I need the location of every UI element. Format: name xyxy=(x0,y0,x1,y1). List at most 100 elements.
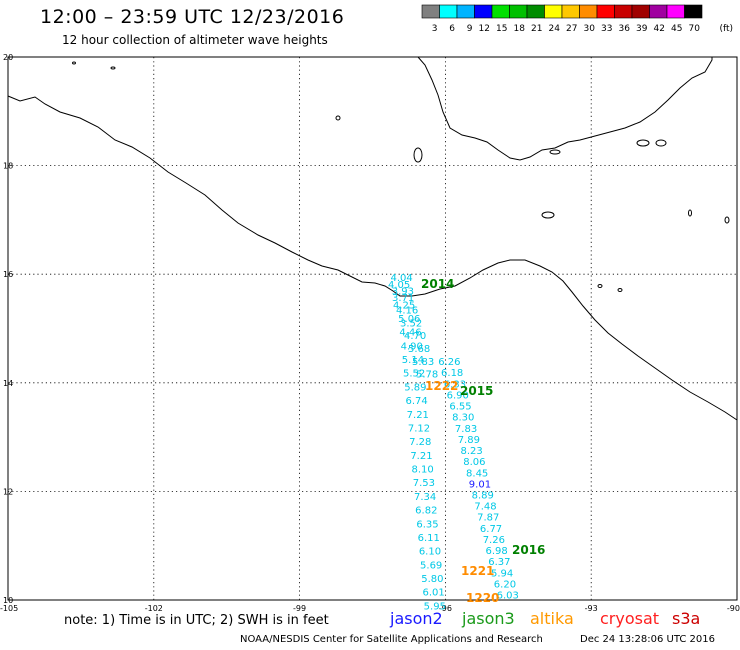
lon-tick-label: -105 xyxy=(0,604,18,613)
lat-tick-label: 14 xyxy=(3,379,13,388)
footer-date: Dec 24 13:28:06 UTC 2016 xyxy=(580,634,715,645)
swh-value: 6.77 xyxy=(480,524,502,535)
swh-value: 6.55 xyxy=(449,402,471,413)
swh-value: 7.89 xyxy=(458,435,480,446)
swh-value: 6.11 xyxy=(418,533,440,544)
swh-value: 5.68 xyxy=(408,344,430,355)
island xyxy=(724,216,730,224)
legend-unit: (ft) xyxy=(719,24,733,34)
swh-value: 9.01 xyxy=(469,479,491,490)
legend-label: 36 xyxy=(619,24,631,34)
legend-label: 15 xyxy=(496,24,507,34)
swh-value: 6.74 xyxy=(405,396,427,407)
swh-value: 7.83 xyxy=(455,424,477,435)
legend-label: 12 xyxy=(479,24,490,34)
page-title: 12:00 – 23:59 UTC 12/23/2016 xyxy=(40,6,345,28)
legend-label: 39 xyxy=(636,24,648,34)
lat-tick-label: 20 xyxy=(3,53,13,62)
island xyxy=(617,288,623,292)
swh-value: 8.10 xyxy=(412,465,434,476)
island xyxy=(636,139,650,147)
color-legend: 3 6 9 12 15 18 21 24 27 30 33 36 39 42 45 70 (ft) xyxy=(421,4,733,34)
swh-value: 6.33 xyxy=(444,379,466,390)
lat-tick-label: 16 xyxy=(3,270,13,279)
swh-value: 6.37 xyxy=(488,557,510,568)
swh-value: 6.90 xyxy=(447,390,469,401)
lon-tick-label: -93 xyxy=(585,604,598,613)
coastline xyxy=(7,95,738,421)
island xyxy=(72,61,76,65)
swh-value: 4.05 xyxy=(388,280,410,291)
legend-label: 18 xyxy=(514,24,526,34)
island xyxy=(335,115,341,121)
lat-tick-label: 18 xyxy=(3,162,13,171)
legend-label: 24 xyxy=(549,24,561,34)
island xyxy=(413,147,423,163)
time-label: 2015 xyxy=(460,384,493,398)
time-label: 2014 xyxy=(421,277,454,291)
legend-label: 27 xyxy=(566,24,577,34)
swh-value: 4.16 xyxy=(396,306,418,317)
swh-value: 8.45 xyxy=(466,468,488,479)
swh-value: 5.69 xyxy=(420,560,442,571)
satellite-jason3: jason3 xyxy=(462,609,515,628)
swh-value: 8.89 xyxy=(472,491,494,502)
island xyxy=(597,284,603,288)
lon-tick-label: -96 xyxy=(439,604,452,613)
swh-value: 7.53 xyxy=(413,478,435,489)
time-label: 1221 xyxy=(461,564,494,578)
island xyxy=(688,209,692,217)
legend-label: 3 xyxy=(432,24,438,34)
swh-value: 5.06 xyxy=(398,314,420,325)
island xyxy=(110,66,116,70)
island xyxy=(655,139,667,147)
swh-value: 6.18 xyxy=(441,368,463,379)
lat-tick-label: 10 xyxy=(3,596,13,605)
swh-value: 6.01 xyxy=(422,588,444,599)
swh-value: 6.10 xyxy=(419,547,441,558)
swh-value: 6.20 xyxy=(494,579,516,590)
credit-text: NOAA/NESDIS Center for Satellite Applica… xyxy=(240,634,543,645)
legend-label: 30 xyxy=(584,24,596,34)
swh-value: 5.52 xyxy=(403,369,425,380)
legend-label: 45 xyxy=(671,24,682,34)
swh-value: 7.87 xyxy=(477,513,499,524)
legend-label: 42 xyxy=(654,24,665,34)
satellite-jason2: jason2 xyxy=(390,609,443,628)
lat-tick-label: 12 xyxy=(3,487,13,496)
satellite-altika: altika xyxy=(530,609,574,628)
time-label: 2016 xyxy=(512,543,545,557)
swh-value: 6.98 xyxy=(485,546,507,557)
legend-label: 6 xyxy=(449,24,455,34)
swh-value: 4.04 xyxy=(391,273,413,284)
swh-value: 4.90 xyxy=(401,341,423,352)
swh-value: 6.35 xyxy=(416,519,438,530)
swh-value: 5.80 xyxy=(421,574,443,585)
lon-tick-label: -99 xyxy=(293,604,306,613)
swh-value: 7.34 xyxy=(414,492,436,503)
swh-value: 5.14 xyxy=(402,355,424,366)
footer-note: note: 1) Time is in UTC; 2) SWH is in fe… xyxy=(64,613,329,628)
swh-value: 4.70 xyxy=(404,331,426,342)
swh-value: 7.28 xyxy=(409,437,431,448)
swh-value: 4.46 xyxy=(399,328,421,339)
island xyxy=(541,211,555,219)
swh-value: 6.26 xyxy=(438,357,460,368)
swh-value: 3.93 xyxy=(392,287,414,298)
legend-label: 33 xyxy=(601,24,612,34)
swh-value: 3.71 xyxy=(392,293,414,304)
swh-value: 8.30 xyxy=(452,413,474,424)
gulf-coastline xyxy=(417,56,713,161)
swh-value: 7.21 xyxy=(407,410,429,421)
time-label: 1220 xyxy=(466,591,499,605)
swh-value: 5.83 xyxy=(412,357,434,368)
swh-value: 7.26 xyxy=(483,535,505,546)
swh-value: 8.06 xyxy=(463,457,485,468)
swh-value: 5.94 xyxy=(491,568,513,579)
lon-tick-label: -102 xyxy=(145,604,163,613)
swh-value: 5.95 xyxy=(424,601,446,612)
swh-value: 3.52 xyxy=(400,318,422,329)
satellite-s3a: s3a xyxy=(672,609,701,628)
page-subtitle: 12 hour collection of altimeter wave hei… xyxy=(62,33,328,47)
